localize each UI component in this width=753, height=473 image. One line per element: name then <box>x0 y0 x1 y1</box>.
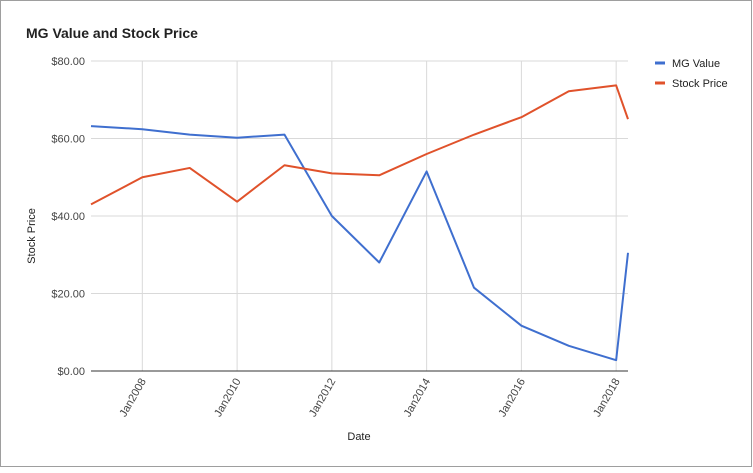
y-tick-label: $40.00 <box>51 211 85 223</box>
legend-label: MG Value <box>672 58 720 70</box>
legend: MG Value Stock Price <box>655 58 728 90</box>
plot <box>90 84 629 362</box>
chart-title: MG Value and Stock Price <box>26 25 198 41</box>
y-axis-label: Stock Price <box>26 208 38 264</box>
y-tick-label: $0.00 <box>57 366 85 378</box>
y-tick-label: $60.00 <box>51 134 85 146</box>
y-tick-label: $80.00 <box>51 56 85 68</box>
y-tick-label: $20.00 <box>51 289 85 301</box>
legend-label: Stock Price <box>672 78 728 90</box>
x-axis-label: Date <box>347 431 370 443</box>
series-line <box>90 84 629 206</box>
series-line <box>90 125 629 362</box>
grid <box>91 60 628 372</box>
